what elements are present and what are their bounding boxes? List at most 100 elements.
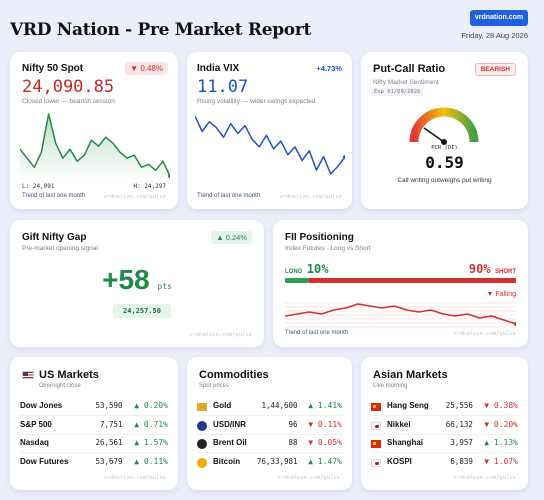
row-name: Dow Jones [20,401,63,410]
row-change: ▼ 0.11% [308,419,342,429]
high: H: 24,297 [133,183,166,190]
watermark: vrdnation.com/pulse [189,332,252,338]
row-divider [371,452,518,453]
row-name: Shanghai [387,438,424,447]
last-point [514,322,516,326]
icon-dot [375,461,379,465]
icon-dot [375,424,379,428]
row-name: USD/INR [213,419,246,429]
row-icon [197,403,207,411]
icon-star [373,405,376,408]
subtitle: Overnight close [39,383,81,389]
long-bar [285,278,309,283]
sparkline-line [20,113,170,177]
caption: Trend of last one month [285,330,349,336]
row-value: 1,44,600 [261,401,298,410]
row-value: 53,679 [95,456,123,466]
watermark: vrdnation.com/pulse [279,194,342,200]
watermark: vrdnation.com/pulse [453,331,516,337]
gauge-hub [441,139,447,145]
row-value: 6,839 [450,456,473,466]
row-name: Hang Seng [387,401,429,410]
vix-value: 11.07 [197,77,249,97]
long-value: 10% [306,262,329,276]
row-name: Nikkei [387,419,411,429]
row-change: ▼ 0.20% [484,419,518,429]
vix-card: India VIX +4.73% 11.07 Rising volatility… [187,52,352,209]
row-name: S&P 500 [20,419,52,429]
card-title: Asian Markets [373,369,448,381]
row-divider [371,433,518,435]
short-label: SHORT [495,269,516,275]
row-change: ▲ 1.41% [308,401,342,410]
subtitle: Live morning [373,383,408,389]
flag-icon [22,371,34,379]
card-title: Commodities [199,369,269,381]
gap-unit: pts [157,282,172,291]
long-label: LONG [285,269,303,275]
position-bar [285,278,516,283]
row-value: 7,751 [99,419,123,429]
card-title: FII Positioning [285,232,354,243]
watermark: vrdnation.com/pulse [453,475,516,481]
note: Closed lower — bearish session [22,98,115,105]
fii-card: FII Positioning Index Futures · Long vs … [273,220,528,347]
trend-label: ▼ Falling [486,291,517,298]
short: 90% SHORT [469,260,516,278]
row-divider [197,452,342,453]
row-icon [371,458,381,467]
row-value: 66,132 [445,419,473,429]
card-title: US Markets [39,369,99,381]
short-value: 90% [468,262,491,276]
gap-value: +58 pts [10,264,264,296]
pcr-value: 0.59 [425,153,464,172]
site-button[interactable]: vrdnation.com [470,10,528,26]
pcr-label: PCR (OI) [431,145,458,151]
row-icon [197,457,207,468]
row-name: Bitcoin [213,456,241,466]
row-icon [371,440,381,448]
row-icon [371,403,381,411]
card-title: Gift Nifty Gap [22,232,87,243]
row-divider [20,415,168,416]
row-name: KOSPI [387,456,412,466]
row-icon [197,439,207,449]
sparkline-area [20,114,170,180]
row-name: Dow Futures [20,456,69,466]
low: L: 24,091 [22,183,55,190]
row-change: ▼ 0.38% [484,401,518,410]
expiry: Exp 01/09/2026 [371,88,424,96]
subtitle: Pre-market opening signal [22,245,98,252]
row-value: 25,556 [445,401,473,410]
row-change: ▲ 1.47% [308,456,342,466]
last-point [343,155,345,160]
icon-star [373,442,376,445]
gauge-arc [409,107,479,143]
pcr-card: Put-Call Ratio BEARISH Nifty Market Sent… [361,52,528,209]
row-change: ▲ 1.57% [134,438,168,447]
gauge-needle [423,127,445,143]
sparkline-line [285,303,516,325]
spot-value: 24,090.85 [22,77,115,97]
row-divider [197,415,342,416]
row-value: 76,33,981 [256,456,298,466]
flag-canton [23,372,28,376]
short-bar [308,278,516,283]
row-change: ▼ 0.05% [308,438,342,447]
row-change: ▲ 0.11% [134,456,168,466]
card-title: Put-Call Ratio [373,63,446,75]
sparkline-line [195,115,345,175]
row-divider [20,452,168,453]
page-title: VRD Nation - Pre Market Report [10,20,312,40]
sparkline [20,113,170,180]
row-icon [371,421,381,430]
report-date: Friday, 28 Aug 2026 [461,31,528,40]
row-name: Nasdaq [20,438,49,447]
row-value: 3,957 [450,438,473,447]
row-value: 53,590 [95,401,123,410]
row-change: ▲ 0.71% [134,419,168,429]
long: LONG 10% [285,260,328,278]
row-change: ▲ 1.13% [484,438,518,447]
row-value: 26,561 [95,438,123,447]
